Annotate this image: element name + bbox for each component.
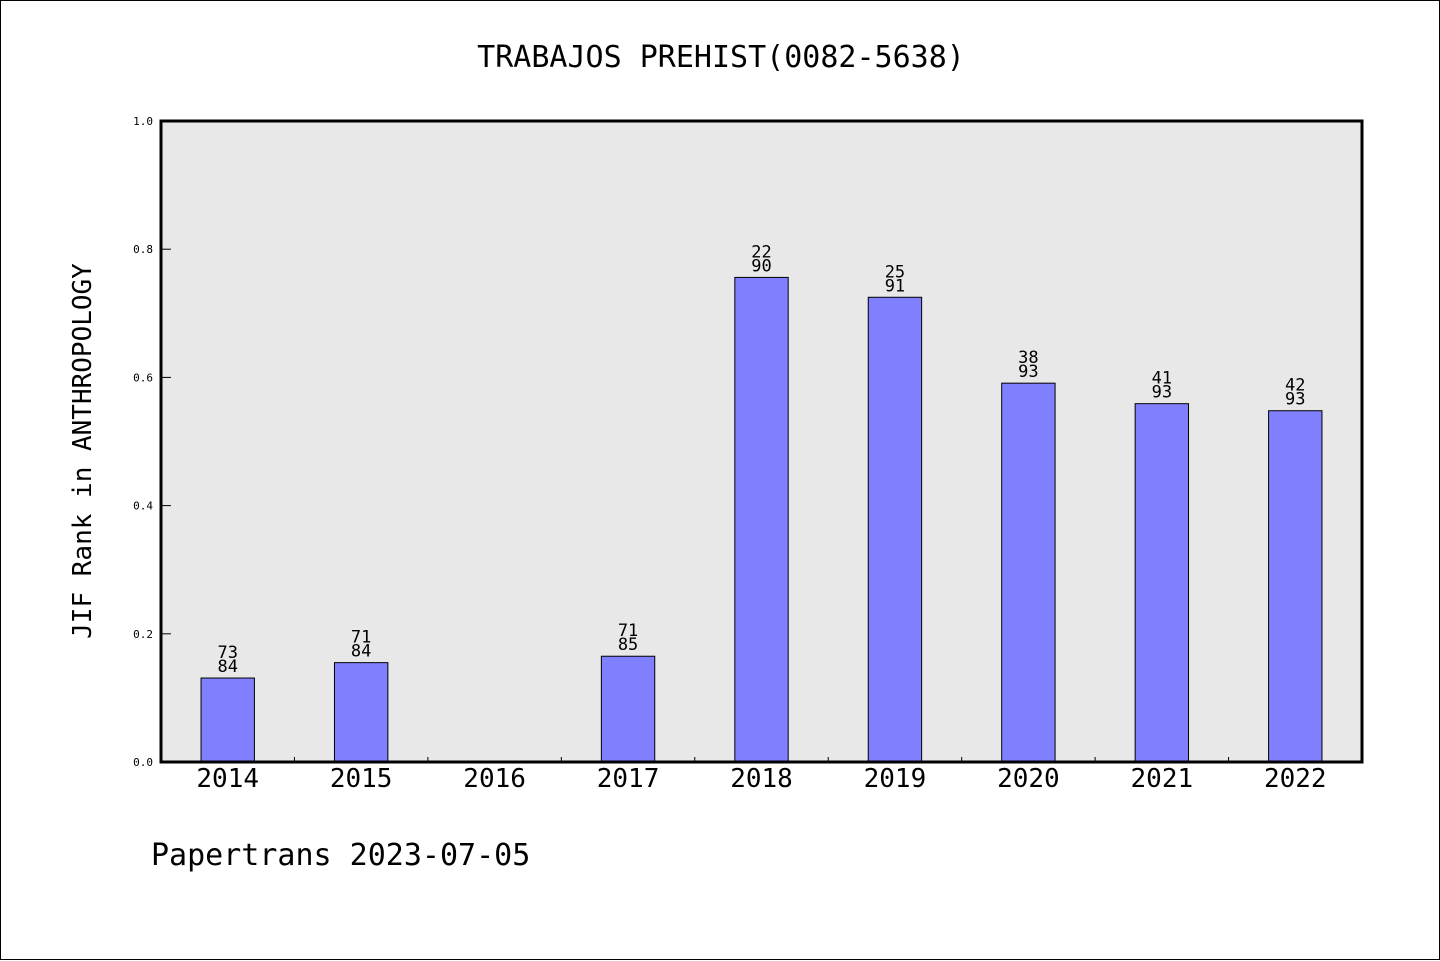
x-tick-label: 2015 [330,764,393,794]
x-tick-label: 2017 [597,764,660,794]
x-tick-label: 2018 [730,764,793,794]
x-tick-label: 2020 [997,764,1060,794]
bar-rank-label: 73 [217,643,237,663]
bar-2014 [200,677,255,763]
bar-2021 [1134,403,1190,763]
bar-2018 [734,276,789,763]
bar-total-label: 90 [751,256,771,276]
plot-border [159,119,1364,764]
y-axis-label: JIF Rank in ANTHROPOLOGY [68,263,98,639]
y-tick-label: 1.0 [133,115,153,128]
bar-total-label: 93 [1152,383,1172,403]
bar-rank-label: 71 [618,621,638,641]
bar-rank-label: 25 [885,262,905,282]
x-tick-label: 2019 [864,764,927,794]
bar-total-label: 84 [217,657,237,677]
bars-group [200,276,1323,763]
bar-2022 [1268,410,1323,763]
bar-2020 [1001,382,1056,763]
bar-rank-label: 42 [1285,376,1305,396]
bar-rank-label: 22 [751,242,771,262]
bar-2019 [867,296,923,763]
bar-2017 [600,655,656,763]
y-tick-label: 0.8 [133,243,153,256]
bar-rank-label: 41 [1152,369,1172,389]
bar-rank-label: 38 [1018,348,1038,368]
bar-rank-label: 71 [351,628,371,648]
bar-total-label: 93 [1018,362,1038,382]
x-tick-label: 2014 [196,764,259,794]
chart-title: TRABAJOS PREHIST(0082-5638) [477,40,965,75]
bar-total-label: 84 [351,642,371,662]
x-tick-label: 2016 [463,764,526,794]
y-tick-label: 0.4 [133,500,153,513]
y-tick-label: 0.0 [133,756,153,769]
bar-total-label: 85 [618,635,638,655]
y-tick-label: 0.6 [133,371,153,384]
footer-text: Papertrans 2023-07-05 [151,838,530,873]
y-ticks-group: 0.0 0.2 0.4 0.6 0.8 1.0 [133,115,171,769]
bar-2015 [333,662,389,763]
x-ticks-group: 2014 2015 2016 2017 2018 2019 2020 2021 2022 [196,757,1327,794]
x-tick-label: 2021 [1131,764,1194,794]
bar-total-label: 91 [885,276,905,296]
y-tick-label: 0.2 [133,628,153,641]
x-tick-label: 2022 [1264,764,1327,794]
bar-total-label: 93 [1285,390,1305,410]
